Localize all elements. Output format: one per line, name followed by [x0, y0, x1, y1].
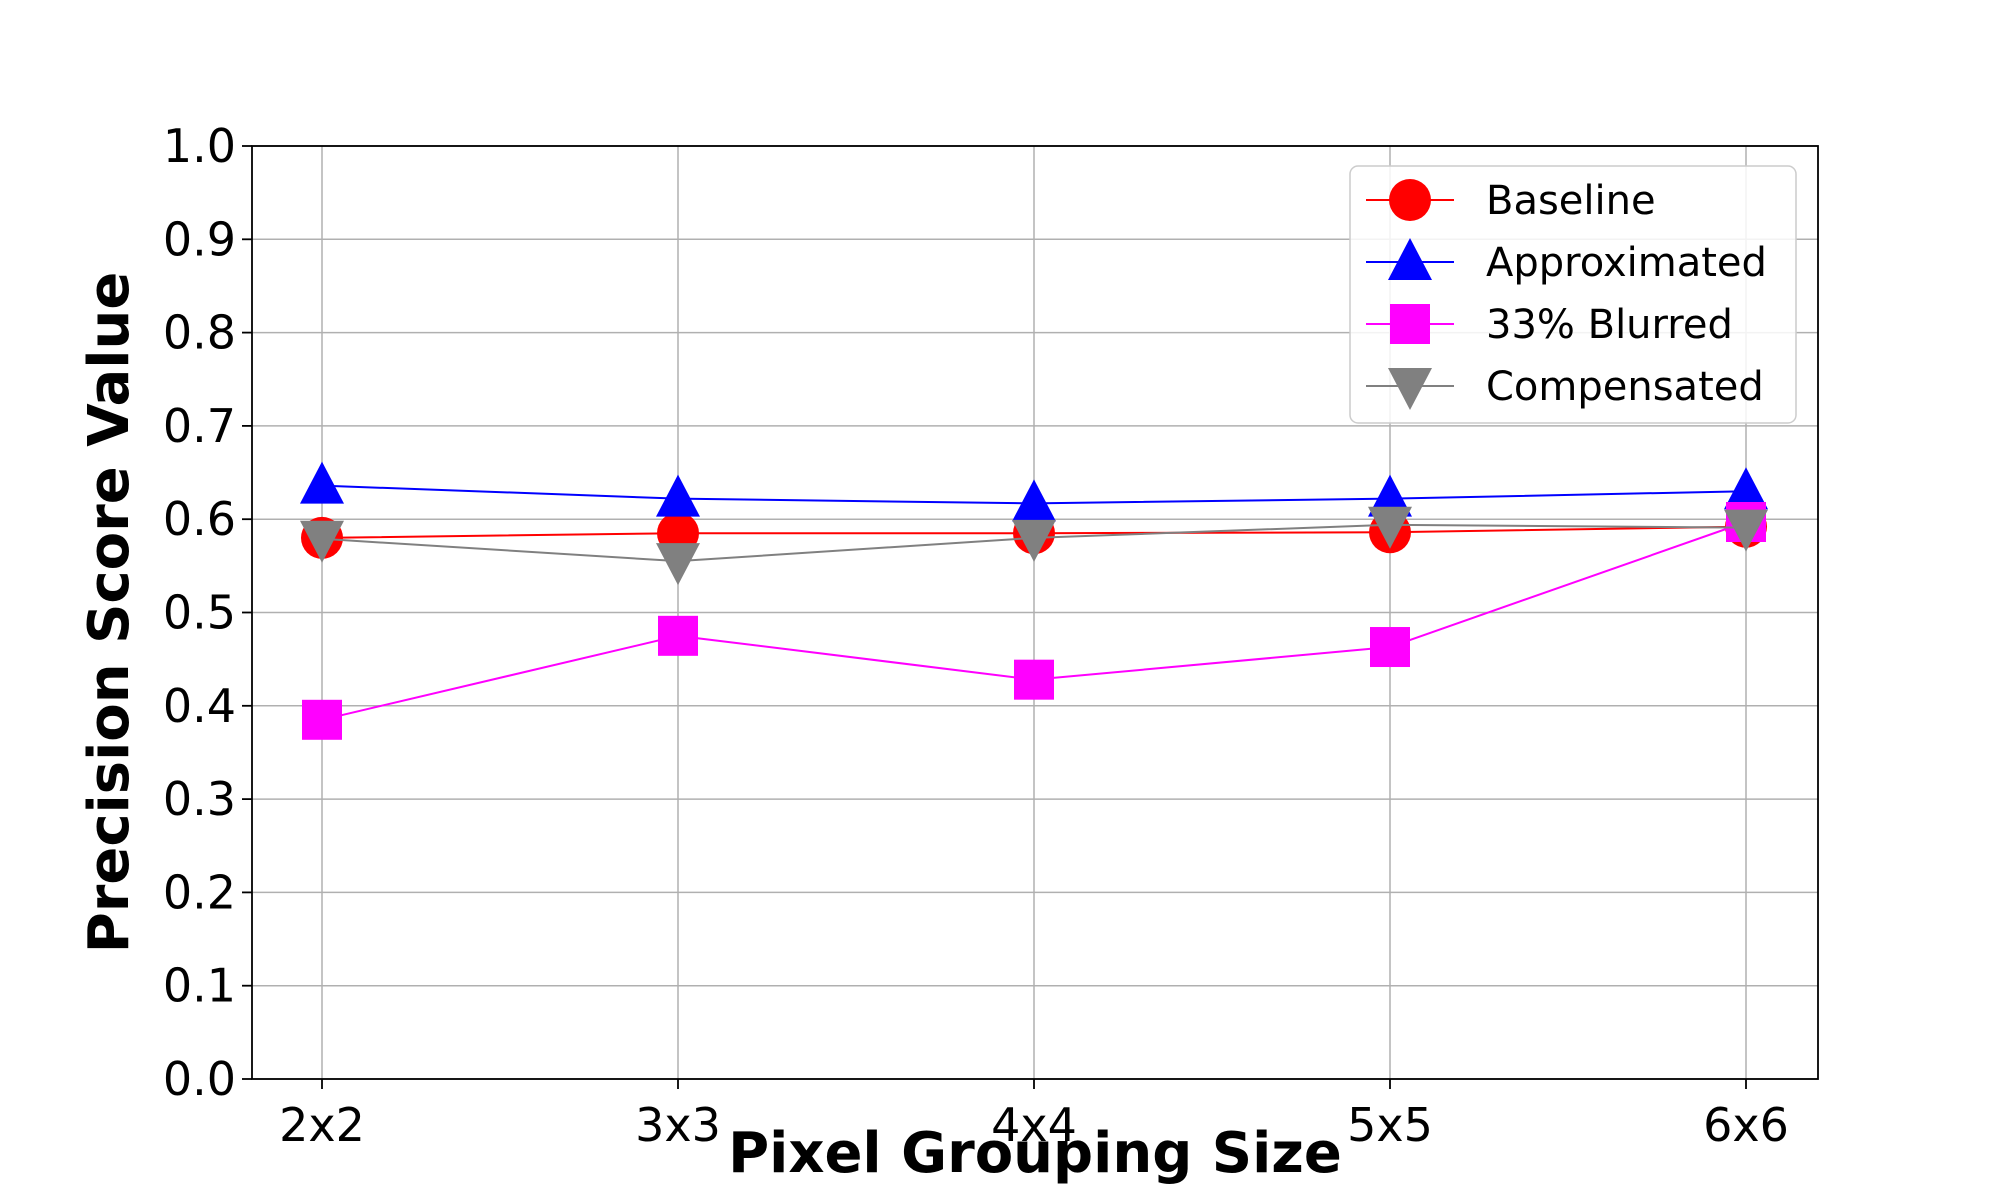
legend-item: Approximated	[1366, 238, 1767, 286]
legend-item: Baseline	[1366, 178, 1656, 224]
x-axis-title: Pixel Grouping Size	[728, 1121, 1342, 1186]
data-point-marker	[300, 520, 344, 563]
y-axis-title: Precision Score Value	[77, 272, 142, 954]
data-point-marker	[1014, 659, 1054, 700]
y-axis-ticks: 0.0 0.1 0.2 0.3 0.4 0.5 0.6 0.7 0.8 0.9 1.0	[163, 119, 252, 1106]
y-tick-label: 0.7	[163, 399, 236, 453]
legend-marker	[1390, 304, 1430, 344]
y-tick-label: 0.1	[163, 959, 236, 1013]
legend-marker	[1388, 238, 1432, 280]
data-point-marker	[1368, 474, 1412, 517]
data-point-marker	[1724, 467, 1768, 510]
y-tick-label: 0.0	[163, 1052, 236, 1106]
x-tick-label: 3x3	[635, 1098, 721, 1152]
legend-box	[1349, 165, 1797, 424]
legend: Baseline Approximated 33% Blurred Compensat…	[1349, 165, 1797, 424]
x-tick-label: 5x5	[1347, 1098, 1433, 1152]
y-tick-label: 1.0	[163, 119, 236, 173]
legend-label: Compensated	[1486, 364, 1764, 410]
y-tick-label: 0.5	[163, 586, 236, 640]
data-point-marker	[658, 615, 698, 656]
x-tick-label: 2x2	[279, 1098, 365, 1152]
legend-marker	[1389, 179, 1431, 221]
y-tick-label: 0.8	[163, 306, 236, 360]
data-point-marker	[1012, 519, 1056, 562]
y-tick-label: 0.9	[163, 212, 236, 266]
y-tick-label: 0.3	[163, 772, 236, 826]
series-33-blurred	[302, 501, 1766, 740]
y-tick-label: 0.2	[163, 865, 236, 919]
data-point-marker	[1012, 479, 1056, 522]
legend-label: 33% Blurred	[1486, 302, 1733, 348]
legend-label: Baseline	[1486, 178, 1656, 224]
data-point-marker	[300, 461, 344, 504]
series-approximated	[300, 461, 1768, 522]
legend-item: 33% Blurred	[1366, 302, 1733, 348]
legend-label: Approximated	[1486, 240, 1767, 286]
data-point-marker	[1370, 627, 1410, 668]
y-tick-label: 0.4	[163, 679, 236, 733]
data-point-marker	[656, 543, 700, 586]
legend-item: Compensated	[1366, 364, 1764, 410]
data-point-marker	[656, 474, 700, 517]
data-point-marker	[302, 699, 342, 740]
series-group	[300, 461, 1768, 740]
data-point-marker	[1724, 509, 1768, 552]
legend-marker	[1388, 368, 1432, 410]
data-point-marker	[1368, 506, 1412, 549]
series-compensated	[300, 506, 1768, 586]
x-axis-ticks: 2x2 3x3 4x4 5x5 6x6	[279, 1079, 1789, 1152]
y-tick-label: 0.6	[163, 492, 236, 546]
x-tick-label: 6x6	[1703, 1098, 1789, 1152]
x-tick-label: 4x4	[991, 1098, 1077, 1152]
